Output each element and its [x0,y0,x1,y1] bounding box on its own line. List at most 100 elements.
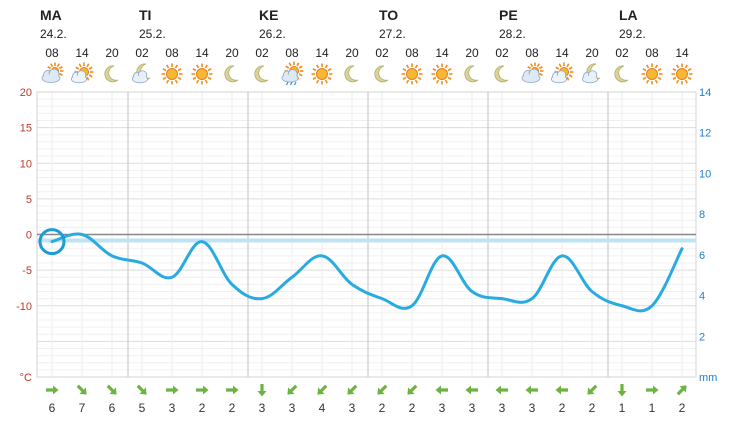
weather-icons [41,61,693,86]
moon-cloud-icon [581,63,601,84]
precipitation-tick-label: 14 [699,87,711,99]
sun-ray [207,68,212,72]
sun-ray [207,76,212,80]
moon-shape [614,65,629,83]
sun-ray [204,79,208,84]
wind-arrow-shape [196,385,209,395]
wind-arrow-icon [495,385,508,395]
sun-ray [196,79,200,84]
hour-label: 14 [315,46,329,60]
wind-arrow-shape [347,384,358,395]
wind-arrow-icon [377,384,388,395]
hour-label: 08 [525,46,539,60]
precipitation-tick-label: 2 [699,331,705,343]
sun-icon [191,63,213,85]
cloud-shape [70,70,88,84]
sun-ray [86,63,90,68]
wind-arrow-icon [317,384,328,395]
sun-ray [444,79,448,84]
sun-ray [684,64,688,69]
cloud-shape [521,68,541,83]
cloud-fill [71,75,87,83]
hour-label: 20 [225,46,239,60]
cloud-fill [551,75,567,83]
cloud-fill [132,75,148,83]
day-header: MA 24.2. TI 25.2. KE 26.2. TO 27.2. PE 28.2. LA 29.… [40,7,646,41]
hour-label: 08 [165,46,179,60]
temperature-tick-label: 5 [26,194,32,206]
sun-ray [657,68,662,72]
sun-ray [538,72,543,76]
wind-arrow-shape [587,384,598,395]
wind-speed-label: 3 [349,401,356,415]
hour-label: 20 [585,46,599,60]
sun-ray [527,66,532,70]
moon-shape [374,65,389,83]
moon-icon [374,65,389,83]
partly-cloudy-icon [521,62,544,83]
sun-ray [58,72,63,76]
sun-ray [316,79,320,84]
wind-arrow-icon [435,385,448,395]
sun-ray [417,68,422,72]
wind-speed-label: 3 [439,401,446,415]
day-name: PE [499,7,518,23]
wind-arrow-icon [676,385,687,396]
sun-icon [671,63,693,85]
day-name: TO [379,7,398,23]
wind-speed-label: 6 [109,401,116,415]
sun-icon [401,63,423,85]
sun-ray [676,79,680,84]
sun-rays [401,63,423,85]
wind-arrow-icon [587,384,598,395]
cloud-shape [131,70,149,84]
temperature-axis: 20 15 10 5 0 -5 -10 °C [16,87,32,384]
sun-ray [177,76,182,80]
wind-arrow-shape [525,385,538,395]
sun-disc [676,68,688,80]
moon-shape [464,65,479,83]
temperature-tick-label: -5 [22,265,32,277]
sun-ray [657,76,662,80]
hour-label: 14 [195,46,209,60]
wind-speed-label: 2 [379,401,386,415]
sun-ray [432,68,437,72]
wind-speed-label: 2 [409,401,416,415]
sun-ray [296,62,300,67]
day-date: 28.2. [499,27,526,41]
sun-ray [402,68,407,72]
wind-arrow-icon [555,385,568,395]
hour-label: 14 [555,46,569,60]
day-name: TI [139,7,151,23]
precipitation-tick-label: 8 [699,209,705,221]
wind-arrow-icon [136,384,147,395]
cloud-fill [522,74,540,82]
sun-ray [687,76,692,80]
sun-ray [174,64,178,69]
sun-icon [311,63,333,85]
hour-label: 02 [495,46,509,60]
wind-speed-label: 3 [469,401,476,415]
sun-ray [86,76,90,81]
sun-ray [566,76,570,81]
wind-arrow-shape [287,384,298,395]
sun-ray [684,79,688,84]
wind-arrow-icon [106,384,117,395]
wind-arrow-icon [465,385,478,395]
sun-ray [654,79,658,84]
cloud-fill [282,74,298,82]
wind-arrow-shape [646,385,659,395]
sun-ray [312,76,317,80]
sun-ray [196,64,200,69]
sun-ray [88,74,93,78]
wind-arrow-shape [465,385,478,395]
temperature-tick-label: -10 [16,301,32,313]
temperature-tick-label: 20 [20,87,32,99]
hour-label: 02 [375,46,389,60]
sun-ray [162,68,167,72]
moon-icon [224,65,239,83]
cloud-shape [550,70,568,84]
wind-speed-label: 3 [529,401,536,415]
